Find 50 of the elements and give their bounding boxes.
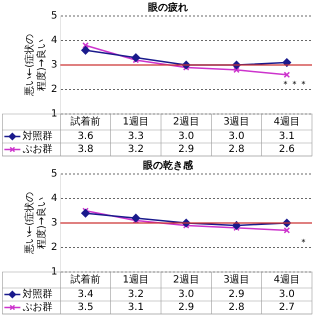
x-tick-label: 4週目 <box>274 274 300 286</box>
x-tick-label: 3週目 <box>223 274 250 286</box>
legend-label: 対照群 <box>22 288 52 300</box>
y-tick-label: 1 <box>50 266 58 278</box>
y-tick-label: 2 <box>50 84 58 96</box>
data-label: 3.5 <box>78 302 94 314</box>
y-tick-label: 2 <box>50 242 58 254</box>
y-tick-label: 1 <box>50 108 58 120</box>
data-label: 2.9 <box>228 289 244 300</box>
x-tick-label: 2週目 <box>172 274 200 286</box>
data-label: 3.1 <box>278 131 295 142</box>
chart-title: 眼の疲れ <box>148 2 188 14</box>
annotation: ＊ <box>299 238 308 248</box>
legend-label: ぷお群 <box>22 301 52 314</box>
data-label: 3.4 <box>78 289 94 300</box>
data-label: 3.3 <box>128 131 144 142</box>
data-label: 2.8 <box>228 144 244 156</box>
data-label: 3.0 <box>178 131 194 142</box>
data-label: 3.0 <box>278 289 295 300</box>
chart-title: 眼の乾き感 <box>143 160 194 172</box>
data-label: 3.2 <box>128 289 144 300</box>
data-label: 3.0 <box>178 289 194 300</box>
annotation: ＊＊＊ <box>281 80 308 90</box>
data-label: 2.6 <box>278 144 295 156</box>
y-axis-title: 悪い←(症状の程度)→良い <box>24 192 48 256</box>
x-tick-label: 1週目 <box>122 116 150 128</box>
x-tick-label: 2週目 <box>172 116 200 128</box>
legend-label: 対照群 <box>22 130 52 142</box>
x-tick-label: 4週目 <box>274 116 300 128</box>
data-label: 2.7 <box>278 302 295 314</box>
legend-label: ぷお群 <box>22 143 52 156</box>
y-tick-label: 4 <box>50 35 58 46</box>
y-axis-title: 悪い←(症状の程度)→良い <box>24 34 48 98</box>
x-tick-label: 1週目 <box>122 274 150 286</box>
data-label: 3.1 <box>128 302 144 314</box>
data-label: 3.6 <box>78 131 94 142</box>
y-tick-label: 4 <box>50 193 58 204</box>
data-label: 2.9 <box>178 144 194 156</box>
x-tick-label: 3週目 <box>223 116 250 128</box>
y-tick-label: 5 <box>50 10 58 22</box>
data-label: 3.0 <box>228 131 244 142</box>
data-label: 2.8 <box>228 302 244 314</box>
y-tick-label: 5 <box>50 168 58 180</box>
x-tick-label: 試着前 <box>70 116 101 128</box>
data-label: 2.9 <box>178 302 194 314</box>
data-label: 3.2 <box>128 144 144 156</box>
data-label: 3.8 <box>78 144 94 156</box>
y-tick-label: 3 <box>50 218 58 229</box>
x-tick-label: 試着前 <box>70 274 101 286</box>
y-tick-label: 3 <box>50 60 58 71</box>
